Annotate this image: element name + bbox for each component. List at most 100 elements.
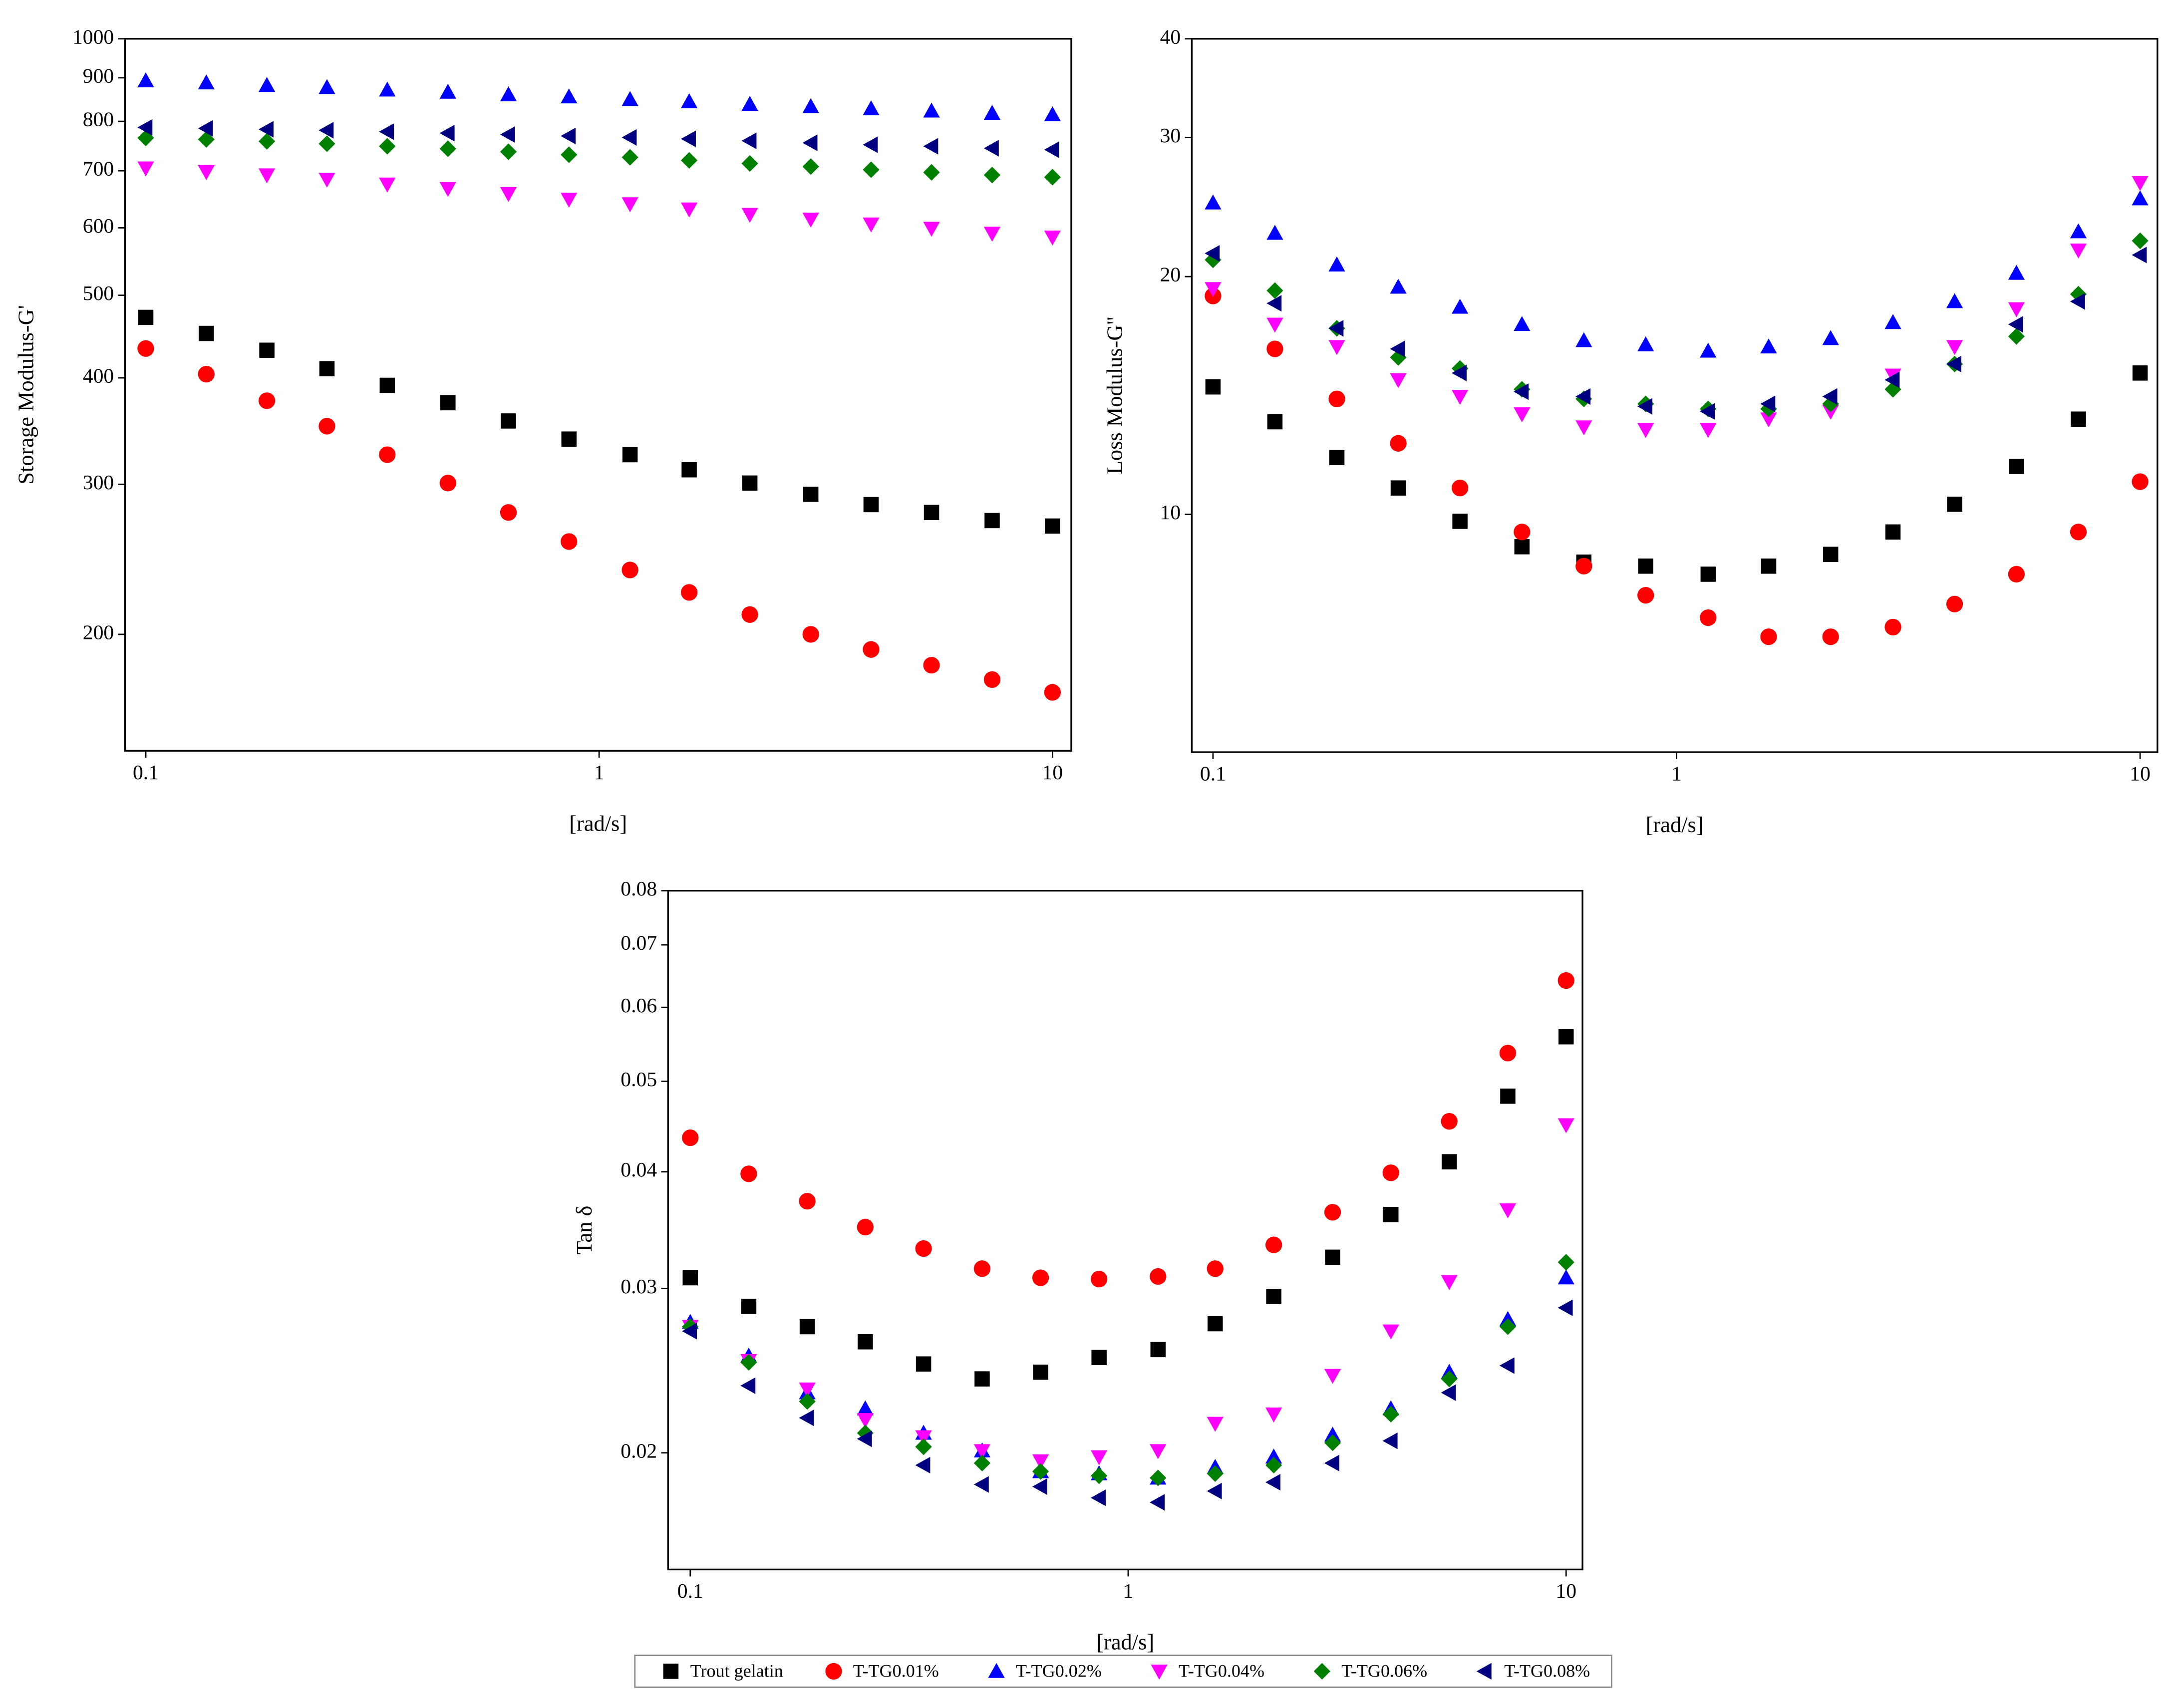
marker: [742, 475, 758, 491]
marker: [1441, 1154, 1457, 1169]
marker: [318, 79, 335, 94]
legend-label: T-TG0.04%: [1179, 1661, 1264, 1681]
marker: [2132, 247, 2147, 264]
marker: [973, 1476, 989, 1493]
y-tick-label: 40: [1160, 25, 1181, 48]
marker: [1822, 628, 1839, 645]
marker: [1514, 383, 1529, 400]
marker: [561, 88, 578, 104]
legend-marker: [1151, 1665, 1168, 1680]
marker: [379, 446, 396, 463]
marker: [1637, 423, 1654, 438]
marker: [621, 149, 638, 166]
marker: [1207, 1482, 1222, 1500]
marker: [1946, 595, 1963, 612]
y-tick-label: 0.08: [621, 877, 657, 900]
marker: [1557, 972, 1574, 989]
marker: [1328, 340, 1345, 355]
marker: [1700, 342, 1717, 358]
marker: [1514, 407, 1531, 423]
marker: [924, 505, 939, 521]
marker: [1044, 106, 1061, 121]
marker: [2070, 293, 2085, 310]
y-axis-label: Loss Modulus-G'': [1102, 317, 1127, 475]
marker: [1091, 1350, 1107, 1366]
marker: [2070, 243, 2087, 259]
legend-label: T-TG0.08%: [1504, 1661, 1590, 1681]
marker: [680, 130, 696, 147]
marker: [379, 177, 396, 193]
marker: [1946, 293, 1963, 308]
marker: [1032, 1463, 1049, 1480]
marker: [741, 606, 758, 623]
marker: [915, 1430, 932, 1445]
marker: [740, 1354, 757, 1371]
marker: [1514, 539, 1530, 555]
legend-label: Trout gelatin: [690, 1661, 783, 1681]
marker: [258, 121, 274, 138]
legend-label: T-TG0.02%: [1016, 1661, 1102, 1681]
marker: [741, 208, 758, 223]
marker: [2132, 176, 2149, 191]
legend-label: T-TG0.06%: [1341, 1661, 1427, 1681]
marker: [923, 138, 938, 155]
marker: [1451, 298, 1469, 314]
marker: [1044, 684, 1061, 701]
marker: [1328, 320, 1344, 337]
marker: [1328, 256, 1345, 272]
marker: [258, 77, 276, 92]
marker: [198, 165, 215, 180]
marker: [1265, 1448, 1282, 1464]
marker: [1090, 1270, 1108, 1288]
y-tick-label: 0.05: [621, 1068, 657, 1091]
marker: [1390, 373, 1407, 388]
marker: [1637, 336, 1654, 351]
marker: [2008, 566, 2025, 583]
y-tick-label: 1000: [72, 25, 114, 48]
marker: [1382, 1406, 1399, 1423]
marker: [561, 146, 578, 163]
marker: [622, 447, 638, 463]
marker: [1499, 1203, 1517, 1218]
marker: [318, 172, 335, 188]
marker: [983, 140, 999, 157]
marker: [1266, 340, 1283, 357]
marker: [1150, 1268, 1167, 1285]
marker: [680, 152, 698, 169]
marker: [1032, 1269, 1049, 1286]
marker: [1700, 403, 1715, 420]
marker: [1441, 1370, 1458, 1388]
y-tick-label: 200: [83, 621, 114, 644]
marker: [1324, 1204, 1341, 1221]
marker: [1266, 1289, 1281, 1305]
marker: [1557, 1269, 1574, 1285]
marker: [1441, 1384, 1456, 1401]
y-tick-label: 20: [1160, 264, 1181, 286]
marker: [379, 81, 396, 97]
marker: [802, 98, 819, 113]
marker: [1946, 340, 1963, 355]
marker: [1266, 225, 1283, 240]
marker: [1575, 420, 1592, 436]
marker: [915, 1438, 932, 1455]
legend-marker: [1476, 1663, 1492, 1680]
marker: [2070, 524, 2087, 541]
marker: [1324, 1426, 1341, 1442]
marker: [1575, 332, 1592, 347]
marker: [1265, 1474, 1280, 1491]
marker: [799, 1393, 816, 1410]
marker: [621, 91, 638, 106]
marker: [198, 366, 215, 383]
marker: [621, 197, 638, 213]
marker: [680, 202, 698, 218]
x-tick-label: 1: [1671, 763, 1682, 786]
marker: [1884, 314, 1901, 329]
plot-frame: [667, 889, 1583, 1571]
marker: [259, 342, 275, 358]
y-tick-label: 10: [1160, 501, 1181, 524]
y-tick-label: 300: [83, 471, 114, 494]
marker: [2008, 316, 2023, 333]
marker: [1266, 295, 1282, 312]
marker: [984, 513, 1000, 529]
y-tick-label: 900: [83, 64, 114, 87]
